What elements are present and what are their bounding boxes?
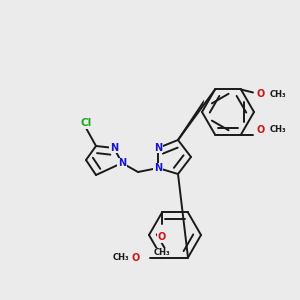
Text: CH₃: CH₃ <box>270 90 286 99</box>
Text: CH₃: CH₃ <box>113 253 129 262</box>
Text: O: O <box>257 124 265 134</box>
Text: CH₃: CH₃ <box>154 248 170 257</box>
Text: O: O <box>132 253 140 262</box>
Text: O: O <box>257 89 265 100</box>
Text: N: N <box>110 143 118 153</box>
Text: O: O <box>158 232 166 242</box>
Text: N: N <box>118 158 126 168</box>
Text: N: N <box>154 143 162 153</box>
Text: CH₃: CH₃ <box>270 125 286 134</box>
Text: N: N <box>154 163 162 173</box>
Text: Cl: Cl <box>80 118 92 128</box>
